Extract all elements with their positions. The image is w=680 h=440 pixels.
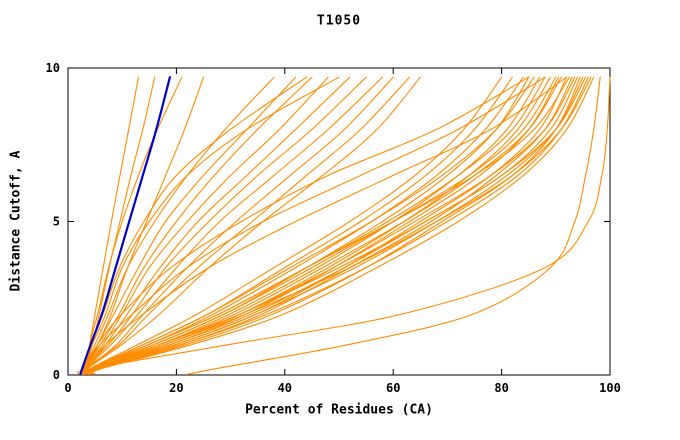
series-line-model-36 <box>89 76 589 375</box>
series-line-model-34 <box>87 76 584 375</box>
y-tick-label: 0 <box>53 368 60 382</box>
series-line-highlighted-model <box>79 76 171 376</box>
series-line-model-32 <box>87 76 579 375</box>
series-line-model-18 <box>86 76 513 375</box>
series-line-model-29 <box>83 76 570 375</box>
series-line-model-35 <box>85 76 587 375</box>
series-line-model-21 <box>84 76 535 375</box>
series-line-model-40 <box>82 76 568 375</box>
series-line-model-14 <box>82 76 421 375</box>
x-axis-label: Percent of Residues (CA) <box>245 402 433 418</box>
series-line-model-11 <box>82 76 383 375</box>
chart-title: T1050 <box>316 13 362 29</box>
series-line-model-10 <box>81 76 367 375</box>
x-tick-label: 60 <box>386 381 400 395</box>
series-line-model-17 <box>84 76 503 375</box>
series-line-model-08 <box>81 76 329 375</box>
series-line-model-13 <box>80 76 411 375</box>
x-tick-label: 80 <box>494 381 508 395</box>
series-line-model-41 <box>81 76 530 375</box>
series-line-model-37 <box>87 76 592 375</box>
y-tick-label: 10 <box>46 61 60 75</box>
x-tick-label: 40 <box>278 381 292 395</box>
x-tick-label: 100 <box>599 381 621 395</box>
series-line-model-42-low-outlier <box>186 76 601 375</box>
series-line-model-25 <box>83 76 557 375</box>
series-line-model-38 <box>91 76 595 375</box>
series-line-model-15 <box>81 76 340 375</box>
series-line-model-39 <box>81 76 546 375</box>
series-line-model-20 <box>88 76 530 375</box>
x-tick-label: 0 <box>64 381 71 395</box>
series-line-model-43-rightmost <box>76 76 611 375</box>
x-tick-label: 20 <box>169 381 183 395</box>
series-line-model-23 <box>86 76 546 375</box>
y-tick-label: 5 <box>53 215 60 229</box>
